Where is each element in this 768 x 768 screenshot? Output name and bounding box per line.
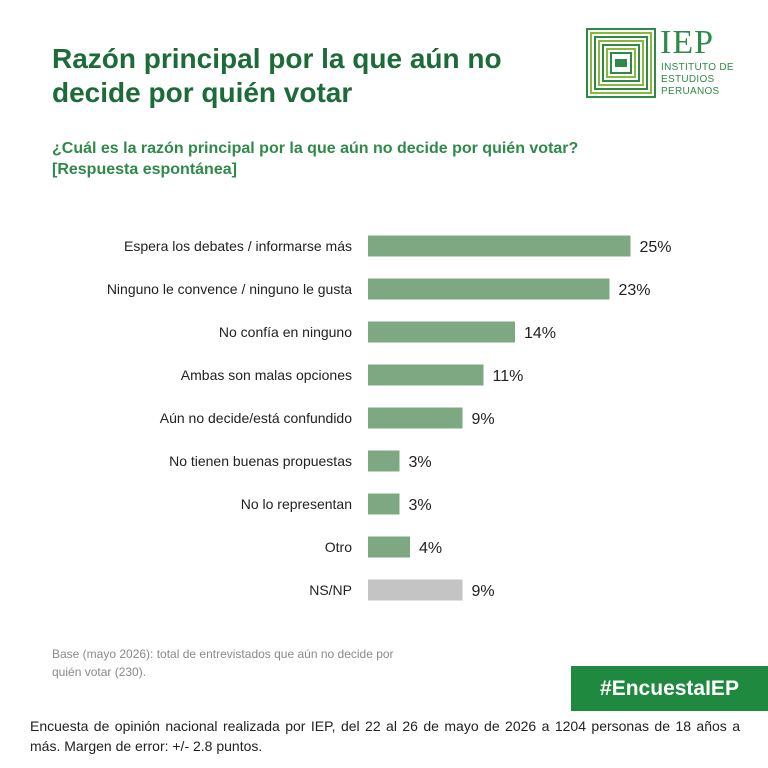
- iep-logo-mark-icon: [586, 28, 656, 98]
- value-label: 23%: [619, 282, 651, 299]
- chart-subtitle: ¿Cuál es la razón principal por la que a…: [52, 140, 579, 178]
- category-label: NS/NP: [309, 582, 352, 598]
- category-label: Espera los debates / informarse más: [124, 238, 352, 254]
- chart-title: Razón principal por la que aún no decide…: [52, 43, 502, 108]
- bar: [368, 579, 463, 601]
- value-label: 14%: [524, 325, 556, 342]
- bar: [368, 278, 610, 300]
- logo-line-1: INSTITUTO DE: [661, 62, 734, 73]
- value-label: 4%: [419, 540, 442, 557]
- base-note: Base (mayo 2026): total de entrevistados…: [52, 647, 394, 679]
- logo-line-3: PERUANOS: [661, 86, 720, 97]
- value-label: 3%: [409, 497, 432, 514]
- category-label: Ninguno le convence / ninguno le gusta: [107, 281, 352, 297]
- logo-line-2: ESTUDIOS: [661, 74, 715, 85]
- bar: [368, 450, 400, 472]
- value-label: 25%: [640, 239, 672, 256]
- value-label: 11%: [493, 368, 524, 385]
- category-label: No confía en ninguno: [219, 324, 352, 340]
- bar-chart: Espera los debates / informarse más 25% Ni…: [107, 235, 672, 601]
- value-label: 3%: [409, 454, 432, 471]
- iep-logo: IEP INSTITUTO DE ESTUDIOS PERUANOS: [586, 24, 746, 98]
- bar: [368, 364, 484, 386]
- category-label: No tienen buenas propuestas: [169, 453, 352, 469]
- bar: [368, 321, 515, 343]
- hashtag-badge: #EncuestaIEP: [571, 666, 768, 711]
- survey-footnote: Encuesta de opinión nacional realizada p…: [30, 718, 740, 754]
- bar: [368, 493, 400, 515]
- bar: [368, 235, 631, 257]
- bar: [368, 536, 410, 558]
- value-label: 9%: [472, 583, 495, 600]
- category-label: Otro: [325, 539, 352, 555]
- category-label: Aún no decide/está confundido: [160, 410, 352, 426]
- bar: [368, 407, 463, 429]
- value-label: 9%: [472, 411, 495, 428]
- logo-abbr: IEP: [660, 24, 714, 61]
- category-label: Ambas son malas opciones: [181, 367, 352, 383]
- category-label: No lo representan: [241, 496, 352, 512]
